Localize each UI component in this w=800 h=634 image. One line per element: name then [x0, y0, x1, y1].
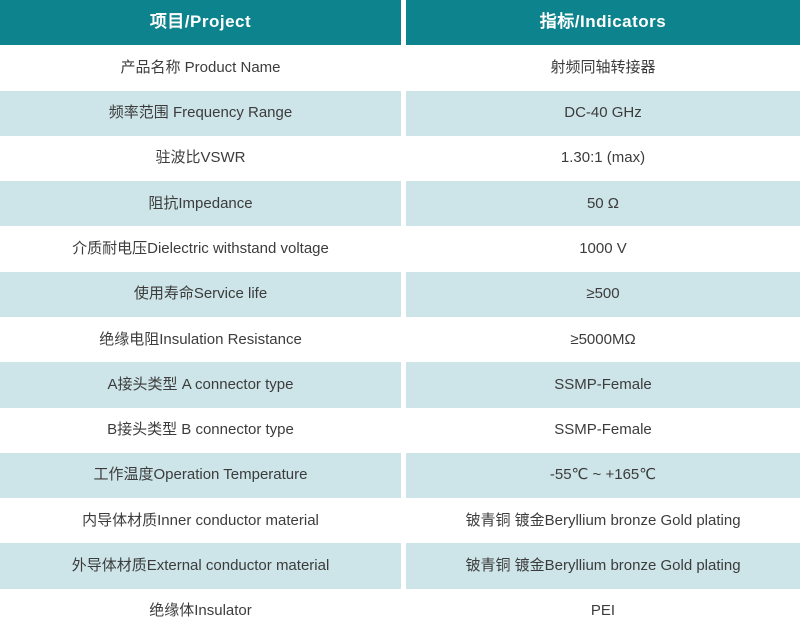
- indicator-cell: ≥5000MΩ: [406, 316, 800, 363]
- table-header-row: 项目/Project 指标/Indicators: [0, 0, 800, 46]
- indicator-cell: 射频同轴转接器: [406, 45, 800, 91]
- project-cell: 绝缘电阻Insulation Resistance: [0, 316, 401, 363]
- indicator-cell: 铍青铜 镀金Beryllium bronze Gold plating: [406, 498, 800, 544]
- project-cell: 内导体材质Inner conductor material: [0, 498, 401, 544]
- indicator-cell: ≥500: [406, 271, 800, 317]
- indicator-cell: -55℃ ~ +165℃: [406, 452, 800, 499]
- table-row: 绝缘体Insulator PEI: [0, 588, 800, 634]
- table-row: 绝缘电阻Insulation Resistance ≥5000MΩ: [0, 316, 800, 363]
- table-row: 内导体材质Inner conductor material 铍青铜 镀金Beryl…: [0, 498, 800, 544]
- project-cell: A接头类型 A connector type: [0, 362, 401, 408]
- project-cell: 使用寿命Service life: [0, 271, 401, 317]
- table-row: 频率范围 Frequency Range DC-40 GHz: [0, 90, 800, 136]
- project-cell: 驻波比VSWR: [0, 135, 401, 182]
- indicator-cell: SSMP-Female: [406, 362, 800, 408]
- table-row: 外导体材质External conductor material 铍青铜 镀金Be…: [0, 543, 800, 589]
- project-cell: 工作温度Operation Temperature: [0, 452, 401, 499]
- project-cell: 产品名称 Product Name: [0, 45, 401, 91]
- table-row: 驻波比VSWR 1.30:1 (max): [0, 135, 800, 182]
- table-row: 使用寿命Service life ≥500: [0, 271, 800, 317]
- project-cell: 介质耐电压Dielectric withstand voltage: [0, 226, 401, 272]
- indicator-cell: 铍青铜 镀金Beryllium bronze Gold plating: [406, 543, 800, 589]
- header-cell-project: 项目/Project: [0, 0, 401, 46]
- table-row: 产品名称 Product Name 射频同轴转接器: [0, 45, 800, 91]
- table-row: 阻抗Impedance 50 Ω: [0, 181, 800, 227]
- table-row: 介质耐电压Dielectric withstand voltage 1000 V: [0, 226, 800, 272]
- indicator-cell: DC-40 GHz: [406, 90, 800, 136]
- indicator-cell: PEI: [406, 588, 800, 634]
- project-cell: 外导体材质External conductor material: [0, 543, 401, 589]
- project-cell: 频率范围 Frequency Range: [0, 90, 401, 136]
- table-row: A接头类型 A connector type SSMP-Female: [0, 362, 800, 408]
- header-cell-indicator: 指标/Indicators: [406, 0, 800, 46]
- table-row: B接头类型 B connector type SSMP-Female: [0, 407, 800, 453]
- indicator-cell: SSMP-Female: [406, 407, 800, 453]
- project-cell: 阻抗Impedance: [0, 181, 401, 227]
- indicator-cell: 1000 V: [406, 226, 800, 272]
- project-cell: 绝缘体Insulator: [0, 588, 401, 634]
- indicator-cell: 50 Ω: [406, 181, 800, 227]
- indicator-cell: 1.30:1 (max): [406, 135, 800, 182]
- table-row: 工作温度Operation Temperature -55℃ ~ +165℃: [0, 452, 800, 499]
- project-cell: B接头类型 B connector type: [0, 407, 401, 453]
